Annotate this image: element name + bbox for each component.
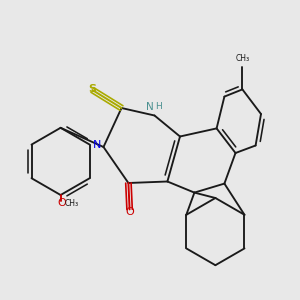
Text: O: O <box>126 207 135 218</box>
Text: CH₃: CH₃ <box>235 54 250 63</box>
Text: N: N <box>93 140 101 151</box>
Text: O: O <box>58 197 67 208</box>
Text: S: S <box>88 83 96 94</box>
Text: N: N <box>146 102 154 112</box>
Text: H: H <box>155 102 162 111</box>
Text: CH₃: CH₃ <box>65 200 79 208</box>
